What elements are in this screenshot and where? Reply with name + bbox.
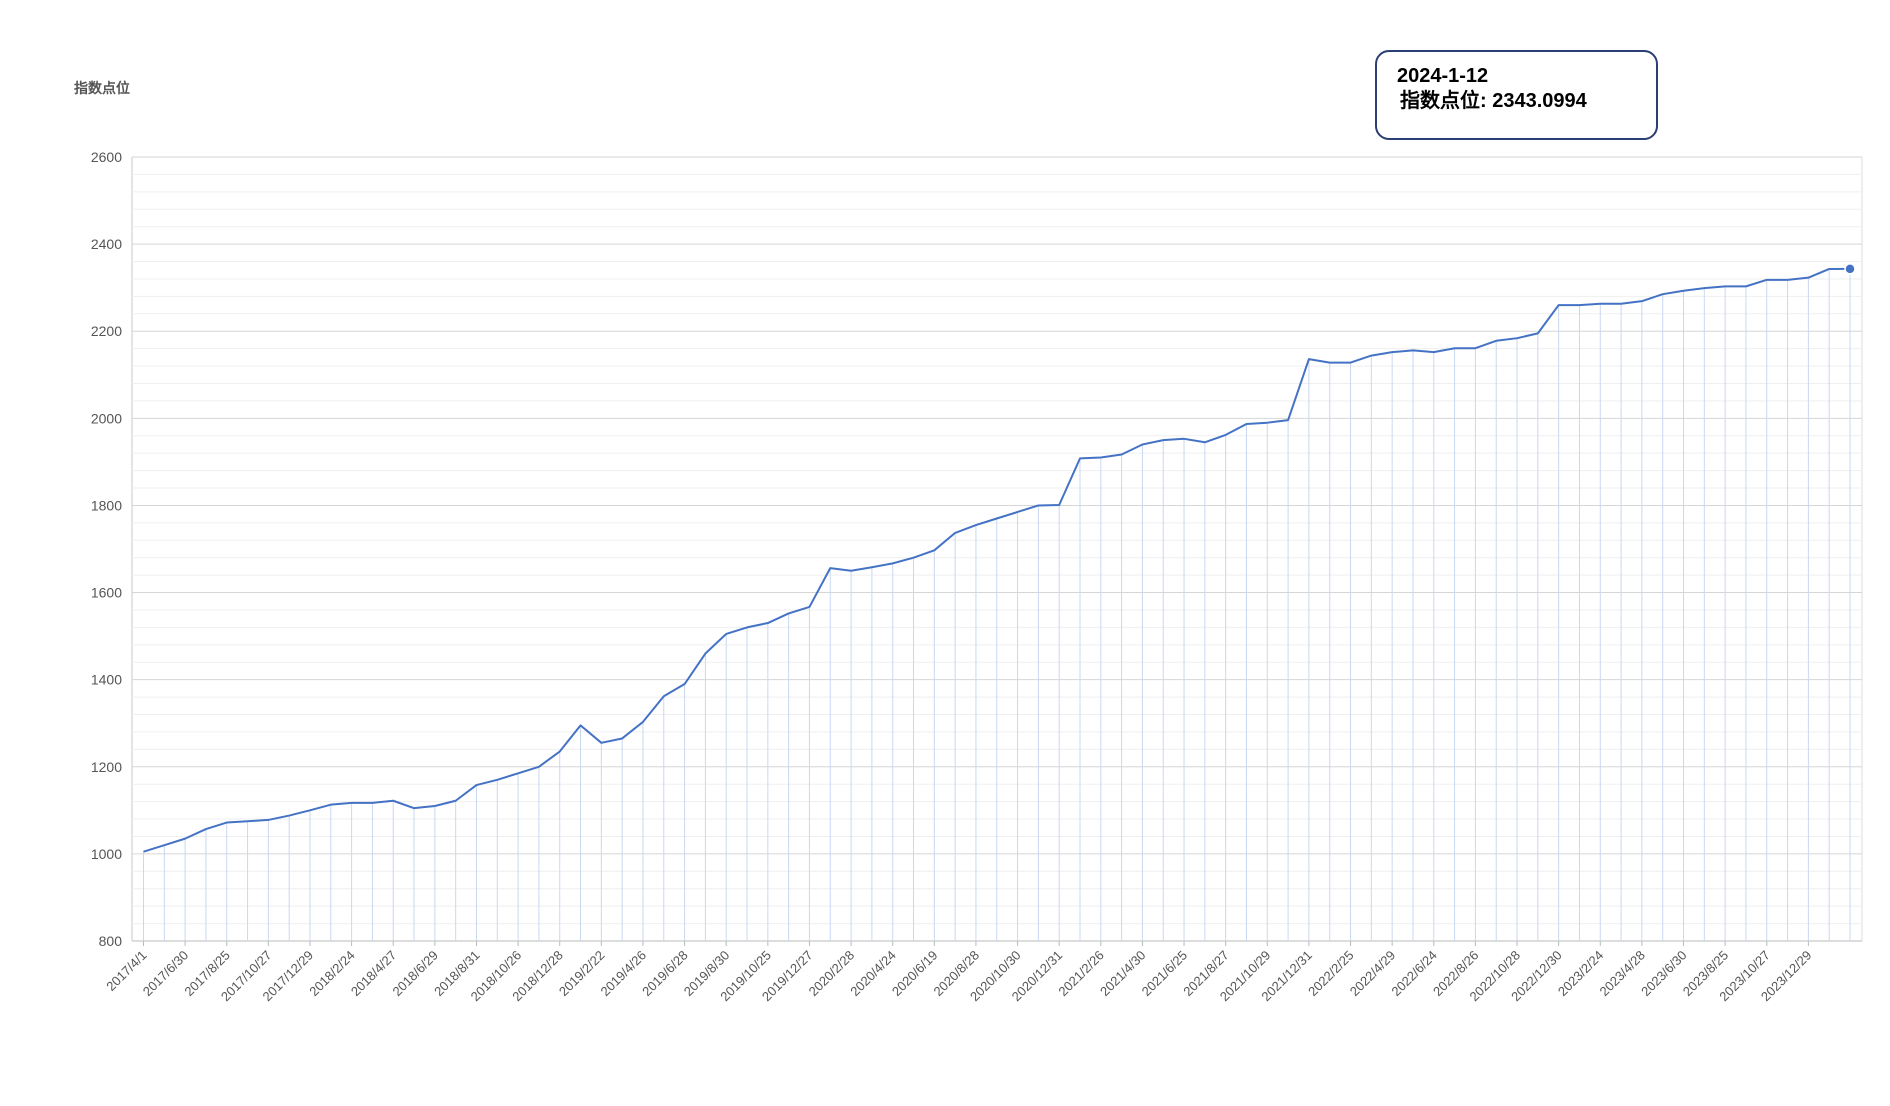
grid	[131, 156, 1863, 942]
y-tick-label: 2000	[91, 410, 122, 426]
series-line	[143, 267, 1851, 853]
y-tick-label: 1800	[91, 497, 122, 513]
y-tick-label: 2400	[91, 236, 122, 252]
x-axis-ticks: 2017/4/12017/6/302017/8/252017/10/272017…	[103, 941, 1814, 1004]
y-tick-label: 800	[99, 933, 123, 949]
highlight-point	[1844, 263, 1856, 275]
tooltip-value: 指数点位: 2343.0994	[1400, 90, 1587, 112]
y-tick-label: 1400	[91, 672, 122, 688]
y-axis-label: 指数点位	[74, 80, 130, 96]
y-tick-label: 1000	[91, 846, 122, 862]
series-index-points	[143, 263, 1856, 853]
tooltip-date: 2024-1-12	[1397, 65, 1489, 87]
y-tick-label: 2200	[91, 323, 122, 339]
y-tick-label: 2600	[91, 149, 122, 165]
y-tick-label: 1200	[91, 759, 122, 775]
y-axis-ticks: 800 1000 1200 1400 1600 1800 2000 2200 2400 2600	[91, 149, 122, 949]
tooltip: 2024-1-12 指数点位: 2343.0994	[1375, 50, 1658, 140]
y-tick-label: 1600	[91, 585, 122, 601]
